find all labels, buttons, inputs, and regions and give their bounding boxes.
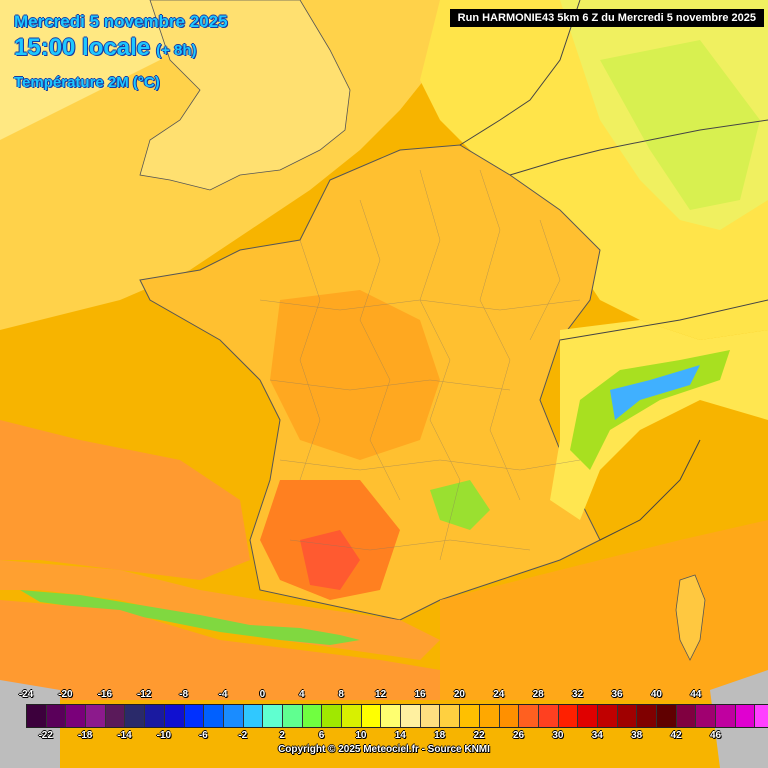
legend-tick-label: 46 — [709, 730, 722, 741]
legend-color-swatch — [204, 705, 224, 727]
legend-color-swatch — [420, 705, 441, 727]
legend-tick-label: 44 — [690, 689, 702, 700]
legend-color-swatch — [499, 705, 520, 727]
legend-color-swatch — [479, 705, 500, 727]
country-borders — [459, 0, 768, 541]
legend-tick-label: -8 — [179, 689, 189, 700]
legend-color-bar — [26, 704, 768, 728]
legend-color-swatch — [578, 705, 598, 727]
legend-color-swatch — [381, 705, 402, 727]
legend-tick-label: -12 — [136, 689, 152, 700]
legend-color-swatch — [440, 705, 461, 727]
legend-color-swatch — [558, 705, 579, 727]
legend-tick-label: 26 — [512, 730, 525, 741]
legend-tick-label: 34 — [591, 730, 603, 741]
legend-color-swatch — [597, 705, 618, 727]
legend-tick-label: 28 — [532, 689, 544, 700]
legend-color-swatch — [716, 705, 736, 727]
legend-color-swatch — [46, 705, 67, 727]
forecast-time-label: 15:00 locale — [14, 34, 151, 61]
legend-color-swatch — [184, 705, 205, 727]
legend-tick-label: 6 — [318, 730, 325, 741]
legend-color-swatch — [519, 705, 539, 727]
legend-tick-label: 40 — [650, 689, 662, 700]
legend-color-swatch — [145, 705, 165, 727]
legend-tick-label: 36 — [611, 689, 623, 700]
legend-tick-label: 16 — [414, 689, 426, 700]
forecast-time: 15:00 locale (+ 8h) — [14, 34, 197, 62]
legend-tick-label: 18 — [434, 730, 446, 741]
corsica-landmass — [675, 574, 706, 661]
mediterranean-sea-field — [440, 520, 768, 700]
forecast-parameter: Température 2M (°C) — [14, 74, 160, 91]
legend-color-swatch — [657, 705, 677, 727]
legend-tick-label: 24 — [493, 689, 505, 700]
legend-color-swatch — [676, 705, 697, 727]
forecast-date: Mercredi 5 novembre 2025 — [14, 12, 228, 31]
legend-tick-label: 38 — [631, 730, 643, 741]
great-britain-landmass — [139, 0, 351, 191]
legend-color-swatch — [322, 705, 342, 727]
legend-tick-label: -14 — [117, 730, 132, 741]
legend-color-swatch — [755, 705, 768, 727]
legend-tick-label: 30 — [552, 730, 564, 741]
legend-tick-label: -18 — [77, 730, 93, 741]
legend-tick-label: 22 — [473, 730, 485, 741]
legend-tick-label: 8 — [338, 689, 344, 700]
copyright-text: Copyright © 2025 Meteociel.fr - Source K… — [278, 744, 490, 755]
germany-green-patch — [600, 40, 760, 210]
legend-tick-label: 0 — [259, 689, 266, 700]
legend-tick-label: 12 — [375, 689, 387, 700]
atlantic-warm-plume — [0, 420, 250, 580]
legend-tick-label: 42 — [670, 730, 682, 741]
legend-tick-label: -10 — [156, 730, 172, 741]
legend-color-swatch — [164, 705, 185, 727]
legend-color-swatch — [66, 705, 87, 727]
alps-blue-zone — [610, 365, 700, 420]
forecast-lead-time: (+ 8h) — [156, 42, 197, 59]
legend-tick-label: -2 — [238, 730, 248, 741]
legend-tick-label: 32 — [572, 689, 584, 700]
legend-tick-label: 10 — [355, 730, 367, 741]
legend-color-swatch — [361, 705, 382, 727]
legend-color-swatch — [342, 705, 362, 727]
north-atlantic-cool-field — [0, 0, 200, 140]
legend-color-swatch — [223, 705, 244, 727]
pyrenees-green-ridge — [20, 590, 360, 645]
legend-color-swatch — [460, 705, 480, 727]
legend-tick-label: -4 — [218, 689, 228, 700]
run-info-label: Run HARMONIE43 5km 6 Z du Mercredi 5 nov… — [449, 9, 764, 27]
legend-color-swatch — [401, 705, 421, 727]
legend-tick-label: 14 — [394, 730, 406, 741]
legend-color-swatch — [105, 705, 126, 727]
legend-tick-label: -6 — [198, 730, 208, 741]
legend-color-swatch — [735, 705, 756, 727]
legend-tick-label: -24 — [18, 689, 34, 700]
legend-color-swatch — [125, 705, 146, 727]
legend-color-swatch — [27, 705, 47, 727]
legend-tick-label: 20 — [453, 689, 465, 700]
temperature-legend: -24 -20 -16 -12 -8 -4 0 4 8 12 16 20 24 28 32 36 40 44 -22… — [0, 686, 768, 768]
legend-tick-label: -16 — [97, 689, 113, 700]
legend-color-swatch — [696, 705, 717, 727]
legend-color-swatch — [302, 705, 323, 727]
spain-landmass — [0, 600, 440, 700]
legend-color-swatch — [282, 705, 303, 727]
legend-tick-label: 4 — [299, 689, 305, 700]
legend-color-swatch — [538, 705, 559, 727]
legend-tick-label: 2 — [279, 730, 285, 741]
legend-tick-label: -22 — [38, 730, 53, 741]
legend-tick-label: -20 — [58, 689, 73, 700]
legend-color-swatch — [263, 705, 283, 727]
legend-color-swatch — [243, 705, 264, 727]
legend-color-swatch — [637, 705, 657, 727]
massif-central-green-zone — [430, 480, 490, 530]
legend-color-swatch — [86, 705, 106, 727]
legend-color-swatch — [617, 705, 638, 727]
southwest-hottest-zone — [300, 530, 360, 590]
department-borders — [259, 169, 581, 561]
central-france-warm-zone — [270, 290, 440, 460]
